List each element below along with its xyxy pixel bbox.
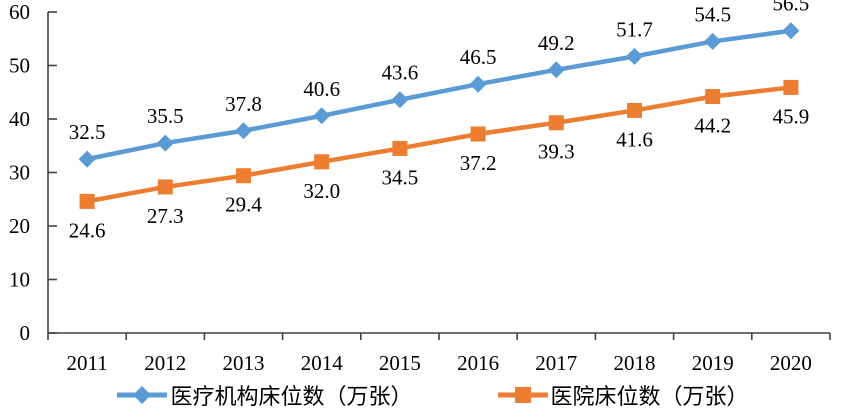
marker-diamond: [78, 150, 96, 168]
marker-square: [470, 126, 486, 142]
data-label: 27.3: [147, 204, 184, 228]
x-axis-label: 2017: [535, 351, 577, 375]
x-axis-label: 2012: [144, 351, 186, 375]
data-label: 32.5: [69, 120, 106, 144]
data-label: 54.5: [694, 2, 731, 26]
series-line-0: [86, 28, 792, 162]
marker-square: [627, 102, 642, 118]
y-axis-label: 30: [9, 161, 30, 185]
data-label: 41.6: [616, 127, 653, 151]
y-axis-label: 40: [9, 107, 30, 131]
y-axis-label: 20: [9, 214, 30, 238]
data-label: 46.5: [460, 45, 497, 69]
data-label: 29.4: [225, 193, 262, 217]
marker-square: [236, 168, 251, 184]
data-label: 40.6: [303, 77, 340, 101]
x-axis-label: 2015: [379, 351, 421, 375]
marker-square: [314, 154, 330, 170]
y-axis-label: 60: [9, 0, 30, 24]
legend: 医疗机构床位数（万张） 医院床位数（万张）: [0, 379, 865, 411]
x-axis-label: 2019: [692, 351, 734, 375]
y-axis-label: 0: [20, 321, 31, 345]
marker-square: [548, 115, 564, 131]
marker-diamond: [782, 22, 800, 40]
legend-item-medical-institution-beds: 医疗机构床位数（万张）: [116, 379, 413, 411]
x-axis-label: 2018: [614, 351, 656, 375]
x-axis-label: 2020: [770, 351, 812, 375]
data-label: 32.0: [303, 179, 340, 203]
data-label: 39.3: [538, 140, 575, 164]
data-label: 24.6: [69, 218, 106, 242]
marker-diamond: [313, 107, 331, 125]
marker-diamond: [156, 134, 174, 152]
marker-square: [392, 140, 408, 156]
data-label: 37.8: [225, 92, 262, 116]
data-label: 34.5: [382, 165, 419, 189]
legend-label-medical-institution-beds: 医疗机构床位数（万张）: [170, 384, 413, 409]
legend-item-hospital-beds: 医院床位数（万张）: [497, 379, 749, 411]
marker-diamond: [704, 32, 722, 50]
data-label: 44.2: [694, 114, 731, 138]
marker-diamond: [547, 61, 565, 79]
x-axis-label: 2016: [457, 351, 499, 375]
data-label: 45.9: [773, 104, 810, 128]
legend-line-square-icon: [497, 387, 548, 403]
marker-square: [157, 179, 173, 195]
data-label: 37.2: [460, 151, 497, 175]
y-axis-label: 50: [9, 54, 30, 78]
legend-label-hospital-beds: 医院床位数（万张）: [550, 384, 749, 409]
marker-square: [783, 79, 799, 95]
data-label: 56.5: [773, 0, 810, 16]
marker-diamond: [391, 91, 409, 109]
data-label: 35.5: [147, 104, 184, 128]
marker-square: [705, 89, 721, 105]
data-label: 51.7: [616, 17, 653, 41]
x-axis-label: 2014: [301, 351, 344, 375]
chart-svg: 0 10 20 30 40 50 60 2011 2012 2013 2014 2015 2016 201…: [9, 0, 831, 375]
x-axis-label: 2013: [223, 351, 265, 375]
x-axis-label: 2011: [66, 351, 107, 375]
legend-line-diamond-icon: [117, 386, 168, 404]
data-label: 43.6: [382, 61, 419, 85]
data-label: 49.2: [538, 31, 575, 55]
marker-diamond: [235, 122, 252, 140]
marker-diamond: [469, 75, 487, 93]
marker-square: [79, 193, 95, 209]
series-line-1: [86, 85, 792, 204]
y-axis-label: 10: [9, 268, 30, 292]
marker-diamond: [626, 47, 643, 65]
